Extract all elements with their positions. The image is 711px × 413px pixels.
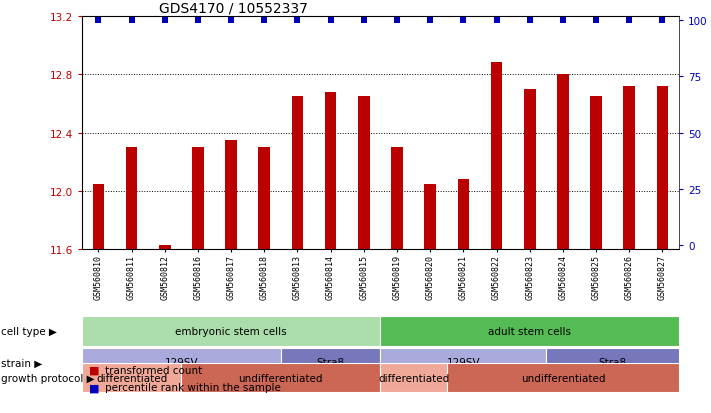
Text: Stra8: Stra8 [316, 358, 345, 368]
Text: undifferentiated: undifferentiated [239, 373, 323, 382]
Point [391, 18, 402, 24]
Text: transformed count: transformed count [105, 365, 202, 375]
Text: differentiated: differentiated [378, 373, 449, 382]
Text: ■: ■ [89, 382, 100, 392]
Text: adult stem cells: adult stem cells [488, 326, 571, 336]
Bar [281, 348, 380, 377]
Bar [557, 75, 569, 250]
Bar [447, 363, 679, 392]
Text: undifferentiated: undifferentiated [520, 373, 605, 382]
Point [524, 18, 535, 24]
Text: GDS4170 / 10552337: GDS4170 / 10552337 [159, 1, 309, 15]
Point [424, 18, 436, 24]
Bar [380, 348, 546, 377]
Point [590, 18, 602, 24]
Point [159, 18, 171, 24]
Point [259, 18, 270, 24]
Point [325, 18, 336, 24]
Point [192, 18, 203, 24]
Bar [82, 348, 281, 377]
Text: cell type ▶: cell type ▶ [1, 326, 58, 336]
Text: embryonic stem cells: embryonic stem cells [176, 326, 287, 336]
Bar [590, 97, 602, 250]
Point [358, 18, 370, 24]
Point [657, 18, 668, 24]
Point [292, 18, 303, 24]
Text: 129SV: 129SV [447, 358, 480, 368]
Bar [126, 148, 137, 250]
Point [126, 18, 137, 24]
Text: 129SV: 129SV [164, 358, 198, 368]
Bar [92, 184, 105, 250]
Point [225, 18, 237, 24]
Point [491, 18, 502, 24]
Text: ■: ■ [89, 365, 100, 375]
Bar [159, 245, 171, 250]
Bar [546, 348, 679, 377]
Bar [458, 180, 469, 250]
Text: differentiated: differentiated [96, 373, 167, 382]
Bar [82, 316, 380, 346]
Bar [225, 140, 237, 250]
Bar [380, 316, 679, 346]
Point [557, 18, 569, 24]
Text: percentile rank within the sample: percentile rank within the sample [105, 382, 280, 392]
Bar [192, 148, 204, 250]
Bar [181, 363, 380, 392]
Bar [259, 148, 270, 250]
Bar [491, 63, 502, 250]
Point [92, 18, 104, 24]
Bar [292, 97, 304, 250]
Bar [524, 90, 535, 250]
Bar [380, 363, 447, 392]
Bar [424, 184, 436, 250]
Point [458, 18, 469, 24]
Bar [391, 148, 402, 250]
Text: strain ▶: strain ▶ [1, 358, 43, 368]
Point [624, 18, 635, 24]
Bar [325, 93, 336, 250]
Text: Stra8: Stra8 [599, 358, 626, 368]
Bar [656, 87, 668, 250]
Text: growth protocol ▶: growth protocol ▶ [1, 373, 95, 382]
Bar [82, 363, 181, 392]
Bar [624, 87, 635, 250]
Bar [358, 97, 370, 250]
